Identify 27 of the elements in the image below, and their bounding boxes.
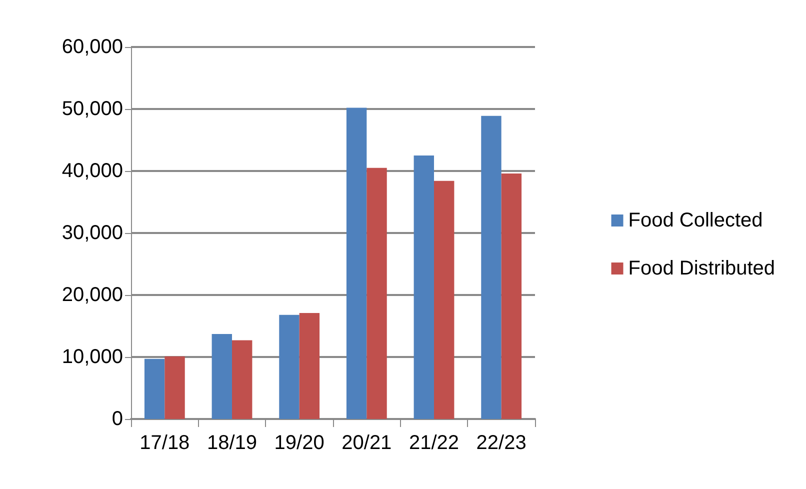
bar [212,334,232,419]
bar [279,314,300,419]
bar [232,340,252,419]
bar [434,180,454,419]
y-tick-label: 40,000 [62,160,123,182]
y-tick-label: 30,000 [62,222,123,244]
x-tick-label: 18/19 [206,432,258,454]
bar [299,312,320,419]
bar [346,108,367,419]
y-tick-label: 10,000 [62,346,123,368]
x-tick-label: 20/21 [342,432,392,454]
x-tick-label: 19/20 [274,432,324,454]
bar [164,356,185,419]
legend-label: Food Collected [628,210,763,232]
bar [144,358,165,419]
x-tick-label: 21/22 [408,432,460,454]
bar [366,168,387,419]
x-tick-label: 17/18 [140,432,190,454]
bar [481,116,502,419]
y-tick-label: 60,000 [62,36,123,58]
bar [414,156,434,419]
y-tick-label: 50,000 [62,98,123,120]
x-tick-label: 22/23 [476,432,526,454]
y-tick-label: 0 [112,408,123,430]
bar [501,173,522,419]
y-tick-label: 20,000 [62,284,123,306]
legend-label: Food Distributed [628,258,776,280]
